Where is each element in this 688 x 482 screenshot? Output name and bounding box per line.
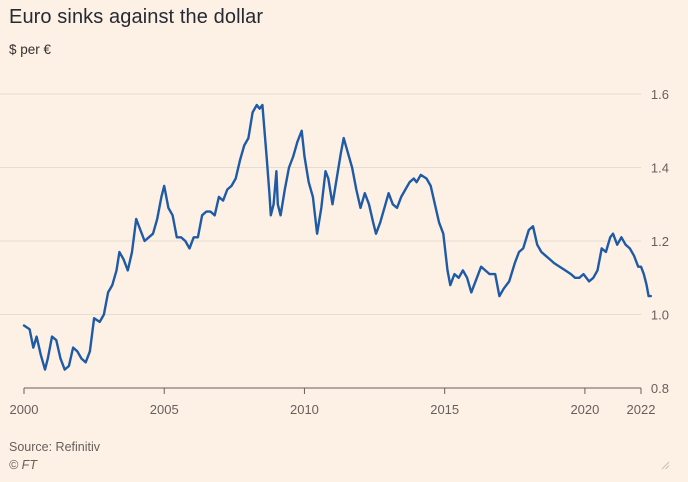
y-axis-unit-label: $ per € bbox=[9, 42, 52, 57]
y-tick-label: 1.0 bbox=[651, 308, 669, 323]
x-axis-ticks: 2000 2005 2010 2015 2020 2022 bbox=[10, 388, 656, 417]
y-axis-ticks: 0.8 1.0 1.2 1.4 1.6 bbox=[651, 87, 669, 396]
x-tick-label: 2000 bbox=[10, 402, 39, 417]
copyright-note: © FT bbox=[9, 458, 37, 472]
series-line-eur-usd bbox=[22, 103, 652, 371]
gridlines bbox=[0, 93, 641, 315]
x-tick-label: 2005 bbox=[150, 402, 179, 417]
y-tick-label: 1.4 bbox=[651, 161, 669, 176]
resize-handle-icon bbox=[661, 461, 670, 470]
x-tick-label: 2020 bbox=[570, 402, 599, 417]
x-tick-label: 2015 bbox=[430, 402, 459, 417]
chart-title: Euro sinks against the dollar bbox=[9, 6, 264, 28]
y-tick-label: 1.6 bbox=[651, 87, 669, 102]
x-tick-label: 2010 bbox=[290, 402, 319, 417]
x-tick-label: 2022 bbox=[627, 402, 656, 417]
y-tick-label: 1.2 bbox=[651, 234, 669, 249]
y-tick-label: 0.8 bbox=[651, 381, 669, 396]
source-note: Source: Refinitiv bbox=[9, 440, 101, 454]
